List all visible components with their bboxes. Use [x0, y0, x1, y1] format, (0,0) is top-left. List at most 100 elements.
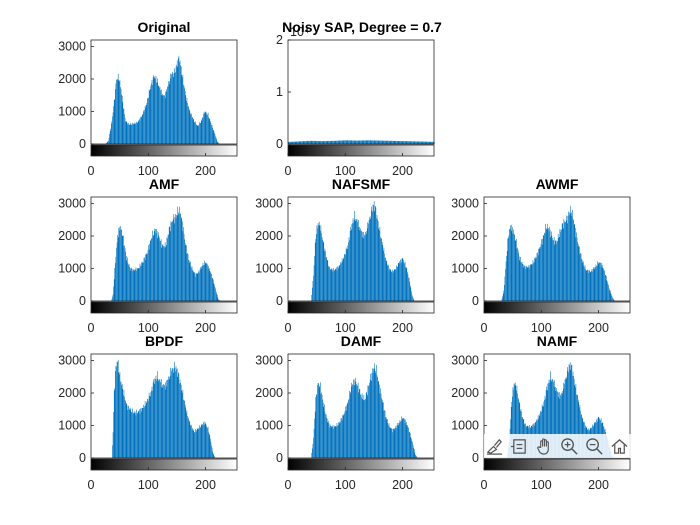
brush-icon[interactable] — [484, 436, 505, 457]
hist-bar — [408, 427, 409, 458]
hist-bar — [192, 428, 193, 458]
hist-bar — [371, 210, 373, 301]
hist-bar — [332, 140, 334, 144]
hist-bar — [545, 398, 546, 458]
hist-bar — [212, 453, 214, 458]
hist-bar — [344, 254, 345, 301]
hist-bar — [357, 382, 359, 458]
hist-bar — [577, 395, 578, 458]
hist-bar — [189, 421, 191, 458]
hist-bar — [193, 119, 195, 144]
hist-bar — [418, 141, 420, 144]
hist-bar — [399, 141, 400, 144]
hist-bar — [401, 419, 403, 458]
hist-bar — [217, 142, 219, 144]
hist-bar — [111, 123, 112, 144]
hist-bar — [208, 432, 209, 458]
hist-bar — [190, 114, 191, 144]
hist-bar — [412, 296, 413, 301]
hist-bar — [215, 136, 216, 144]
hist-bar — [522, 263, 523, 301]
hist-bar — [596, 265, 598, 301]
hist-bar — [341, 417, 342, 458]
hist-bar — [564, 379, 566, 458]
hist-bar — [301, 141, 303, 144]
x-tick-label: 200 — [392, 478, 413, 492]
hist-bar — [132, 124, 134, 144]
zoom-out-icon[interactable] — [584, 436, 605, 457]
y-tick-label: 3000 — [451, 197, 479, 211]
hist-bar — [532, 264, 533, 301]
hist-bar — [387, 264, 389, 301]
hist-bar — [163, 383, 164, 458]
hist-bar — [349, 140, 350, 144]
pan-hand-icon[interactable] — [534, 436, 555, 457]
hist-bar — [213, 454, 215, 458]
hist-bar — [550, 237, 551, 301]
hist-bar — [214, 287, 216, 301]
hist-bar — [313, 428, 315, 458]
hist-bar — [202, 262, 204, 301]
hist-bar — [170, 73, 171, 144]
hist-bar — [354, 140, 356, 144]
hist-bar — [335, 140, 337, 144]
hist-bar — [361, 237, 363, 301]
hist-bar — [289, 141, 291, 144]
hist-bar — [412, 297, 414, 301]
hist-bar — [343, 140, 345, 144]
hist-bar — [394, 269, 396, 301]
hist-bar — [176, 215, 178, 301]
hist-bar — [318, 221, 320, 301]
hist-bar — [393, 270, 394, 301]
hist-bar — [332, 424, 334, 458]
histogram-bars — [112, 359, 215, 458]
hist-bar — [369, 216, 371, 301]
hist-bar — [176, 368, 178, 458]
hist-bar — [413, 141, 414, 144]
hist-bar — [182, 231, 184, 301]
hist-bar — [580, 252, 581, 301]
hist-bar — [546, 386, 547, 458]
hist-bar — [327, 141, 329, 144]
home-icon[interactable] — [609, 436, 630, 457]
hist-bar — [338, 140, 340, 144]
hist-bar — [313, 437, 314, 458]
y-tick-label: 1000 — [255, 262, 283, 276]
hist-bar — [603, 268, 604, 301]
hist-bar — [184, 239, 185, 301]
zoom-in-icon[interactable] — [559, 436, 580, 457]
hist-bar — [325, 414, 326, 458]
hist-bar — [108, 137, 110, 144]
hist-bar — [395, 427, 396, 458]
hist-bar — [162, 245, 163, 301]
hist-bar — [350, 140, 351, 144]
hist-bar — [548, 231, 550, 301]
hist-bar — [432, 141, 434, 144]
grayscale-colorbar — [90, 144, 238, 157]
hist-bar — [189, 262, 191, 301]
hist-bar — [412, 141, 413, 144]
hist-bar — [547, 228, 549, 301]
hist-bar — [525, 265, 527, 301]
hist-bar — [152, 77, 154, 144]
hist-bar — [214, 134, 216, 144]
hist-bar — [305, 141, 307, 144]
hist-bar — [526, 266, 527, 301]
hist-bar — [364, 234, 365, 301]
hist-bar — [145, 107, 146, 144]
datatip-icon[interactable] — [509, 436, 530, 457]
hist-bar — [512, 387, 514, 458]
hist-bar — [134, 122, 136, 144]
hist-bar — [308, 141, 309, 144]
y-tick-label: 3000 — [58, 354, 86, 368]
hist-bar — [316, 225, 318, 301]
hist-bar — [169, 226, 171, 301]
hist-bar — [392, 272, 394, 301]
hist-bar — [403, 259, 404, 301]
hist-bar — [217, 297, 219, 301]
hist-bar — [203, 265, 204, 301]
axes-toolbar[interactable] — [484, 434, 634, 458]
hist-bar — [321, 394, 323, 458]
hist-bar — [524, 265, 525, 301]
hist-bar — [206, 263, 208, 301]
